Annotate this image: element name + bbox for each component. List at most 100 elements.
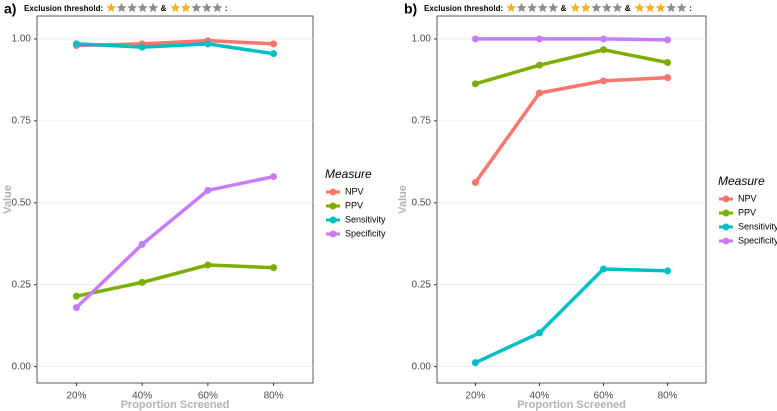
data-point xyxy=(72,292,80,300)
star xyxy=(666,2,677,13)
star xyxy=(581,2,591,13)
separator: : xyxy=(689,4,692,13)
star xyxy=(676,2,687,13)
star xyxy=(170,2,181,13)
series-line xyxy=(474,267,668,365)
legend-label: PPV xyxy=(345,200,363,210)
data-point xyxy=(138,240,146,248)
star xyxy=(116,2,127,13)
series-line xyxy=(76,263,274,298)
plot-panel xyxy=(436,15,707,384)
legend-key-point xyxy=(722,209,730,217)
legend-key-point xyxy=(329,188,337,196)
y-tick-label: 0.25 xyxy=(412,279,432,290)
x-axis-title: Proportion Screened xyxy=(517,399,626,411)
data-point xyxy=(664,74,672,82)
legend-label: Sensitivity xyxy=(345,214,386,224)
y-tick-label: 1.00 xyxy=(412,34,432,45)
x-tick-label: 80% xyxy=(658,391,678,402)
separator: & xyxy=(561,4,567,13)
series-line xyxy=(474,48,668,86)
star xyxy=(106,2,117,13)
star-rating xyxy=(506,2,559,13)
plot-panel xyxy=(36,15,314,384)
data-point xyxy=(664,59,672,67)
star xyxy=(537,2,548,13)
legend-title: Measure xyxy=(325,167,372,181)
data-point xyxy=(204,261,212,269)
separator: : xyxy=(225,4,228,13)
data-point xyxy=(600,35,608,43)
x-tick-label: 80% xyxy=(264,391,284,402)
star xyxy=(527,2,538,13)
legend-label: PPV xyxy=(738,207,756,217)
legend-title: Measure xyxy=(718,174,765,188)
data-point xyxy=(471,178,479,186)
legend-label: Specificity xyxy=(738,235,777,245)
data-point xyxy=(270,40,278,48)
data-point xyxy=(535,61,543,69)
data-point xyxy=(535,35,543,43)
legend-key-point xyxy=(722,223,730,231)
star xyxy=(516,2,527,13)
data-point xyxy=(600,46,608,54)
legend-label: Specificity xyxy=(345,228,386,238)
y-tick-label: 0.75 xyxy=(412,115,432,126)
y-tick-label: 1.00 xyxy=(12,34,32,45)
legend-label: NPV xyxy=(738,193,757,203)
legend-key-point xyxy=(722,237,730,245)
data-point xyxy=(204,40,212,48)
data-point xyxy=(270,173,278,181)
series-line xyxy=(76,42,274,56)
star xyxy=(181,2,191,13)
y-tick-label: 0.25 xyxy=(12,279,32,290)
x-tick-label: 60% xyxy=(198,391,218,402)
legend-key-point xyxy=(722,195,730,203)
y-axis-title: Value xyxy=(397,185,409,214)
threshold-label: Exclusion threshold: xyxy=(24,4,103,13)
star xyxy=(655,2,666,13)
data-point xyxy=(270,264,278,272)
x-tick-label: 60% xyxy=(594,391,614,402)
legend-key-point xyxy=(329,202,337,210)
x-tick-label: 40% xyxy=(132,391,152,402)
data-point xyxy=(471,359,479,367)
star xyxy=(202,2,212,13)
panel-label: b) xyxy=(404,1,417,17)
star xyxy=(212,2,223,13)
y-tick-label: 0.75 xyxy=(12,115,32,126)
data-point xyxy=(270,50,278,58)
separator: & xyxy=(625,4,631,13)
star xyxy=(612,2,623,13)
data-point xyxy=(72,40,80,48)
data-point xyxy=(204,186,212,194)
star xyxy=(602,2,612,13)
y-tick-label: 0.50 xyxy=(412,197,432,208)
data-point xyxy=(72,304,80,312)
data-point xyxy=(138,43,146,51)
star xyxy=(645,2,656,13)
star xyxy=(148,2,159,13)
x-tick-label: 40% xyxy=(529,391,549,402)
data-point xyxy=(535,329,543,337)
star xyxy=(506,2,517,13)
star xyxy=(127,2,138,13)
star-rating xyxy=(570,2,623,13)
x-tick-label: 20% xyxy=(66,391,86,402)
series-line xyxy=(475,37,668,42)
star xyxy=(591,2,602,13)
star xyxy=(634,2,645,13)
legend-key-point xyxy=(329,230,337,238)
star xyxy=(191,2,202,13)
y-tick-label: 0.00 xyxy=(412,361,432,372)
x-tick-label: 20% xyxy=(465,391,485,402)
separator: & xyxy=(161,4,167,13)
data-point xyxy=(664,36,672,44)
data-point xyxy=(471,35,479,43)
threshold-label: Exclusion threshold: xyxy=(424,4,503,13)
legend-label: NPV xyxy=(345,186,364,196)
legend-key-point xyxy=(329,216,337,224)
legend-label: Sensitivity xyxy=(738,221,777,231)
data-point xyxy=(600,77,608,85)
